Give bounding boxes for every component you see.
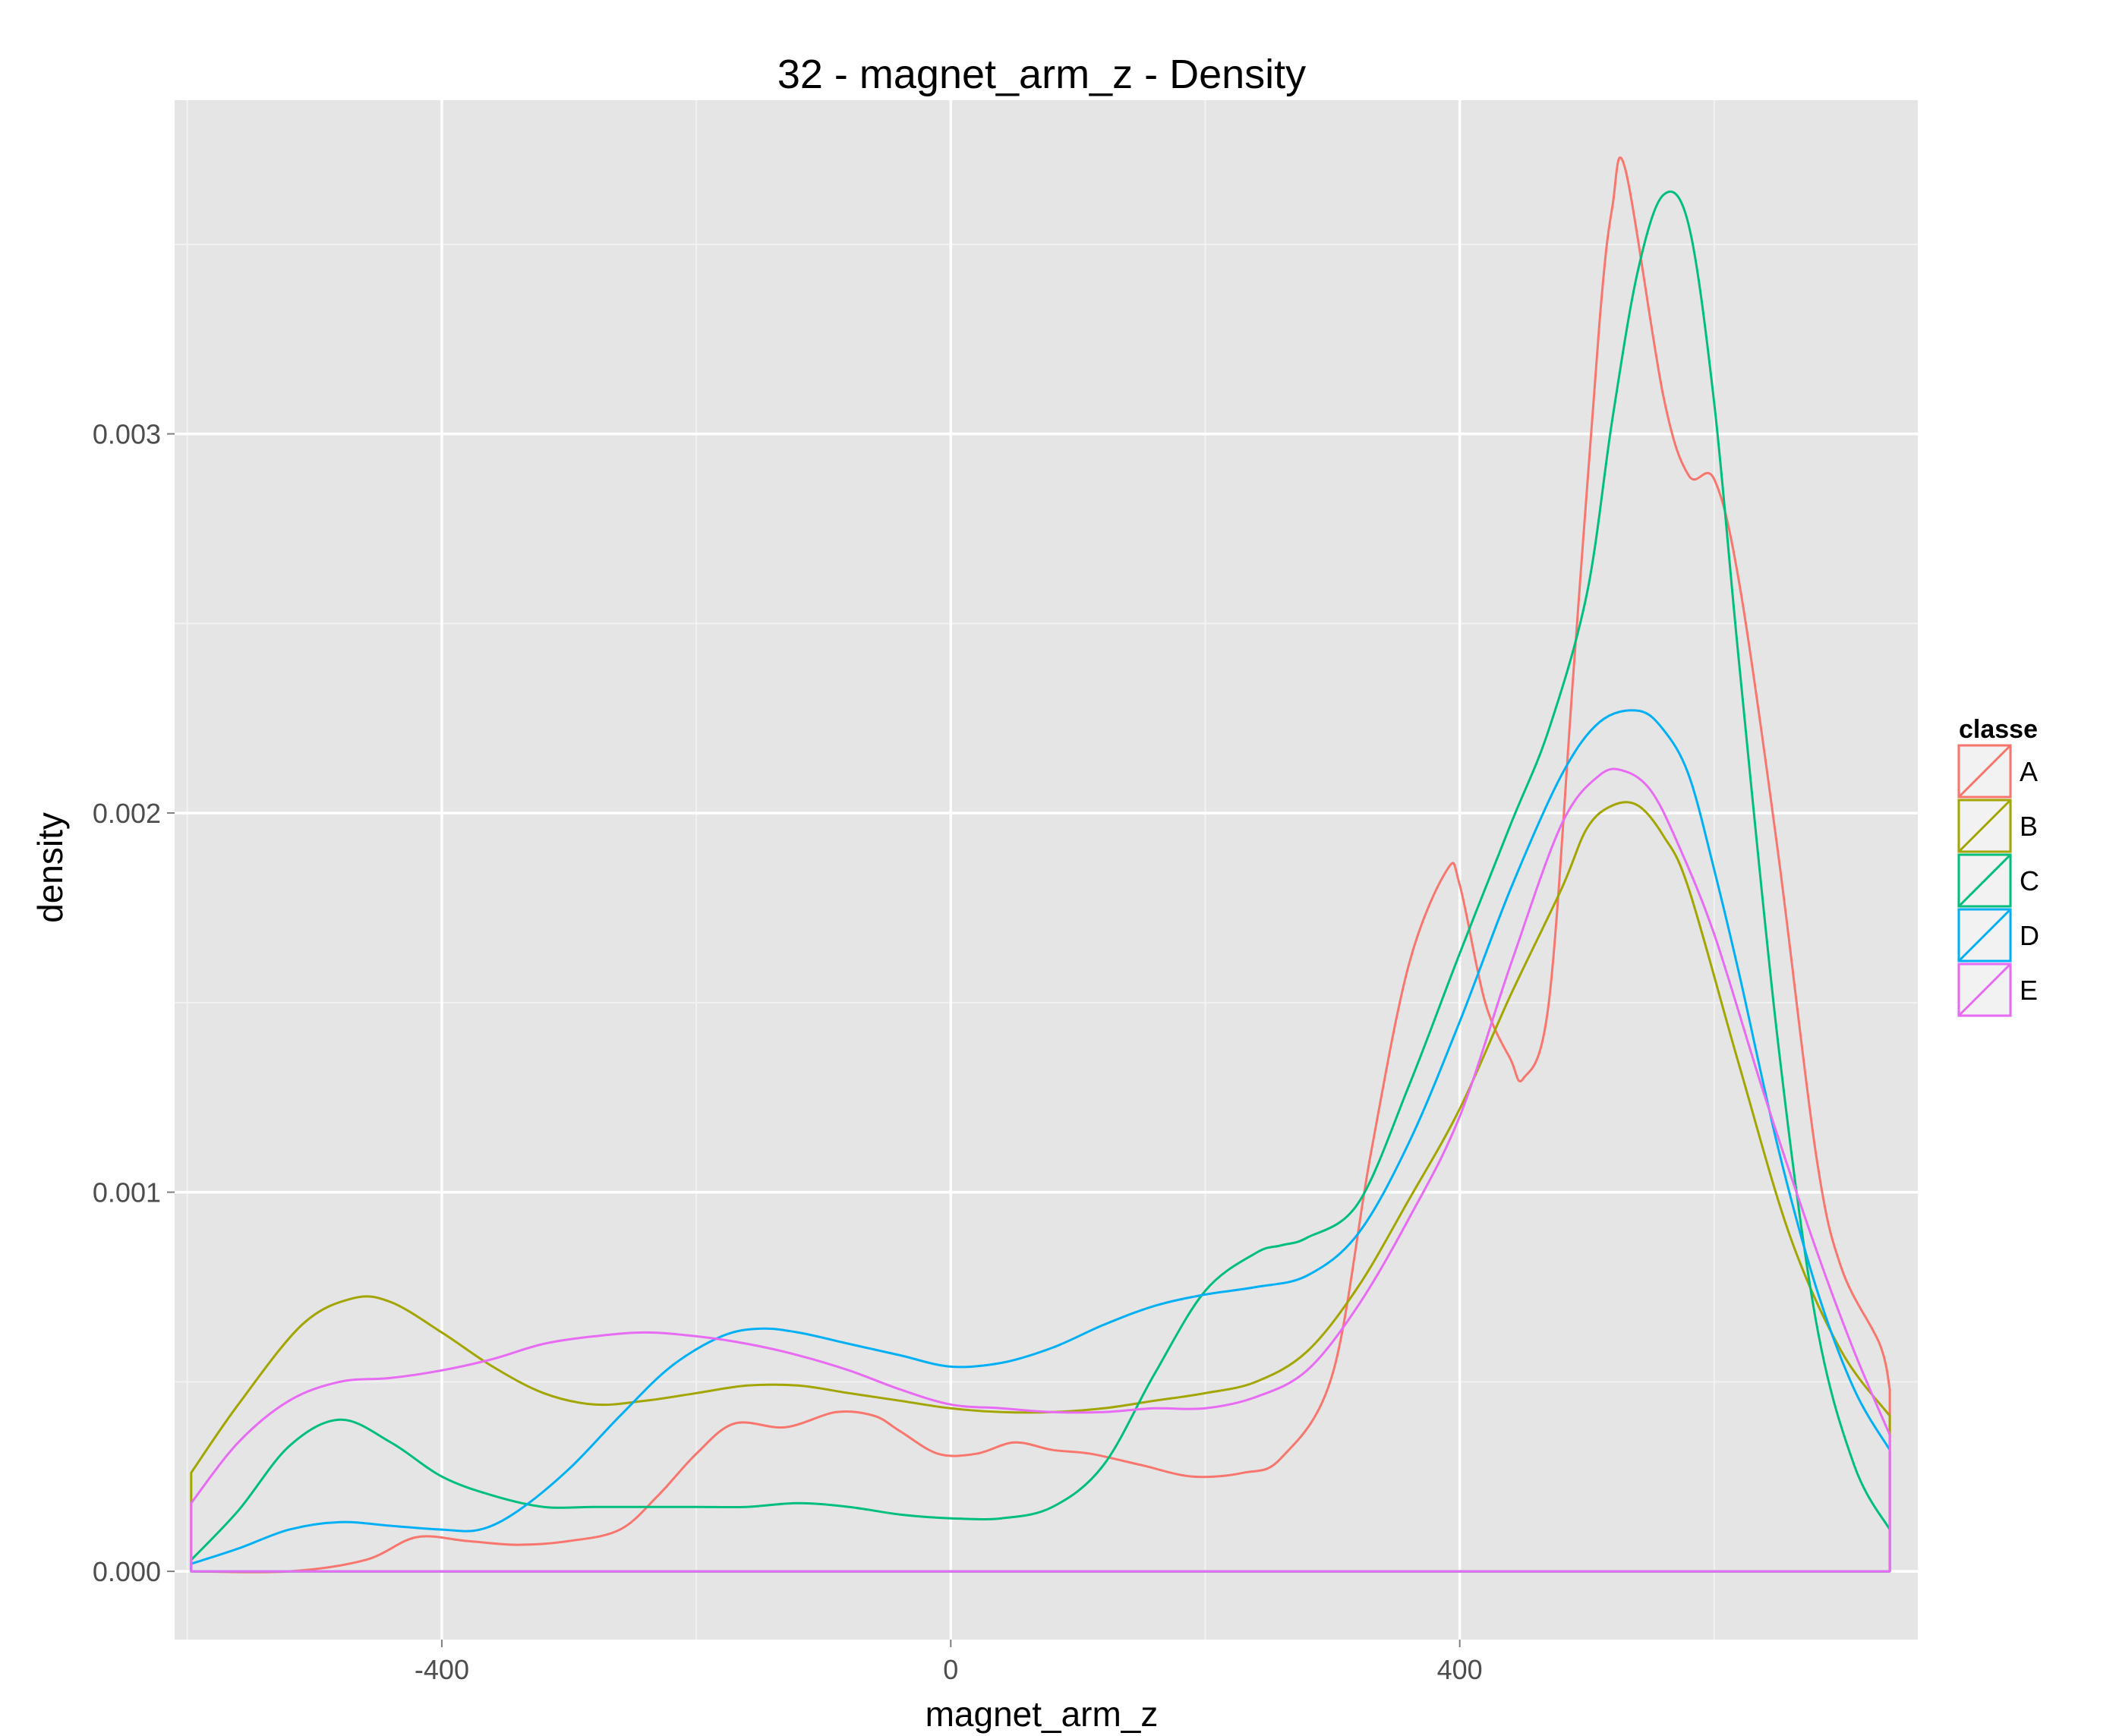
legend-label: B <box>2020 811 2038 842</box>
legend-label: D <box>2020 920 2039 951</box>
x-axis: -400 0 400 <box>415 1640 1483 1685</box>
x-axis-title: magnet_arm_z <box>925 1694 1159 1734</box>
legend-key-line <box>1957 963 2012 1017</box>
legend-label: A <box>2020 756 2038 787</box>
legend-key-line <box>1957 744 2012 799</box>
legend-key-line <box>1957 799 2012 853</box>
legend-key-line <box>1957 908 2012 963</box>
density-curve-c <box>190 191 1891 1573</box>
legend-key-line <box>1957 853 2012 908</box>
chart-title: 32 - magnet_arm_z - Density <box>777 52 1306 97</box>
legend-title: classe <box>1959 715 2038 744</box>
x-tick-label: 400 <box>1437 1654 1483 1685</box>
y-axis-title: density <box>30 812 70 923</box>
legend-key-box <box>1957 744 2012 799</box>
legend-item-c: C <box>1957 853 2039 908</box>
legend-item-a: A <box>1957 744 2038 799</box>
minor-gridlines <box>175 100 1918 1640</box>
legend-key-box <box>1957 853 2012 908</box>
density-curve-b <box>190 801 1891 1573</box>
series-layer <box>190 156 1891 1574</box>
legend-key-box <box>1957 908 2012 963</box>
x-tick-label: -400 <box>415 1654 469 1685</box>
y-tick-label: 0.001 <box>93 1177 161 1208</box>
legend-key-box <box>1957 963 2012 1017</box>
legend-key-box <box>1957 799 2012 853</box>
y-axis: 0.000 0.001 0.002 0.003 <box>93 419 175 1587</box>
density-curve-d <box>190 709 1891 1573</box>
legend-item-e: E <box>1957 963 2038 1017</box>
legend-item-d: D <box>1957 908 2039 963</box>
legend-label: E <box>2020 975 2038 1006</box>
legend-item-b: B <box>1957 799 2038 853</box>
plot-panel <box>175 100 1918 1640</box>
x-tick-label: 0 <box>943 1654 958 1685</box>
y-tick-label: 0.002 <box>93 798 161 829</box>
y-tick-label: 0.003 <box>93 419 161 450</box>
density-curve-a <box>190 156 1891 1574</box>
legend-label: C <box>2020 865 2039 896</box>
density-curve-e <box>190 767 1891 1573</box>
y-tick-label: 0.000 <box>93 1556 161 1587</box>
